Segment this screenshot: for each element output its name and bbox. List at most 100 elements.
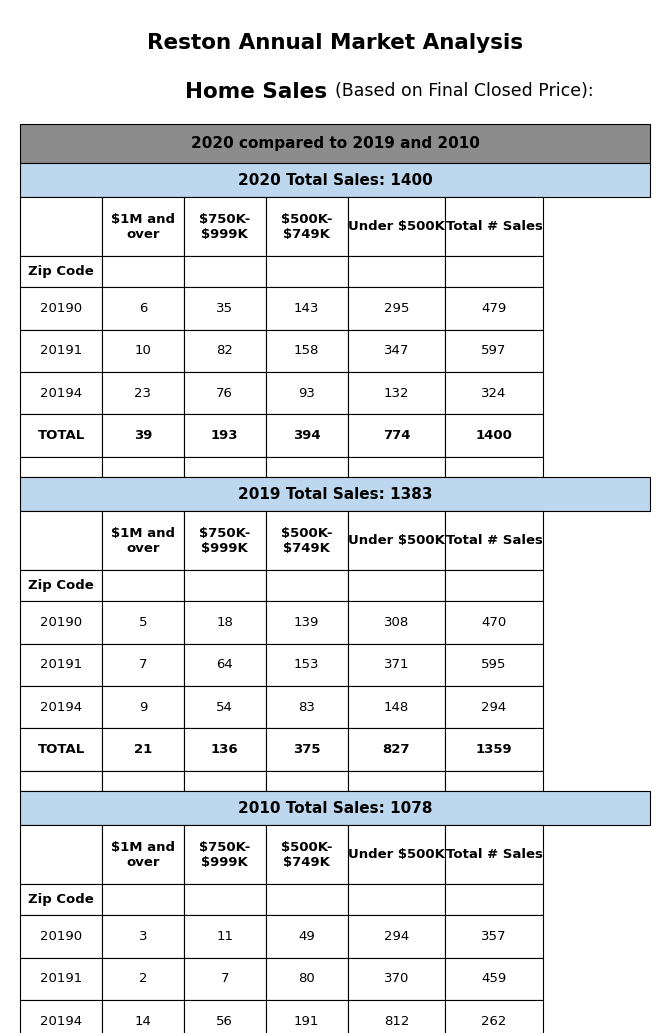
Text: 191: 191 <box>294 1014 320 1028</box>
FancyBboxPatch shape <box>266 457 348 477</box>
Text: 76: 76 <box>216 386 233 400</box>
Text: 11: 11 <box>216 930 233 943</box>
Text: 774: 774 <box>383 429 410 442</box>
FancyBboxPatch shape <box>348 644 445 686</box>
FancyBboxPatch shape <box>445 728 543 771</box>
FancyBboxPatch shape <box>348 915 445 958</box>
Text: 2010 Total Sales: 1078: 2010 Total Sales: 1078 <box>238 801 432 816</box>
Text: 595: 595 <box>481 658 507 671</box>
FancyBboxPatch shape <box>348 728 445 771</box>
Text: 93: 93 <box>298 386 315 400</box>
FancyBboxPatch shape <box>102 511 184 570</box>
FancyBboxPatch shape <box>266 644 348 686</box>
Text: 158: 158 <box>294 344 320 357</box>
FancyBboxPatch shape <box>102 197 184 256</box>
FancyBboxPatch shape <box>445 511 543 570</box>
Text: 1359: 1359 <box>476 743 513 756</box>
Text: 294: 294 <box>482 700 507 714</box>
FancyBboxPatch shape <box>184 457 266 477</box>
Text: 375: 375 <box>293 743 320 756</box>
FancyBboxPatch shape <box>102 771 184 791</box>
FancyBboxPatch shape <box>266 728 348 771</box>
FancyBboxPatch shape <box>184 771 266 791</box>
Text: Reston Annual Market Analysis: Reston Annual Market Analysis <box>147 33 523 53</box>
Text: 2020 Total Sales: 1400: 2020 Total Sales: 1400 <box>238 173 432 188</box>
Text: Zip Code: Zip Code <box>28 265 94 278</box>
FancyBboxPatch shape <box>184 287 266 330</box>
Text: TOTAL: TOTAL <box>38 429 84 442</box>
Text: 20194: 20194 <box>40 1014 82 1028</box>
Text: $500K-
$749K: $500K- $749K <box>281 841 332 869</box>
FancyBboxPatch shape <box>266 884 348 915</box>
FancyBboxPatch shape <box>184 330 266 372</box>
Text: 20190: 20190 <box>40 616 82 629</box>
Text: 143: 143 <box>294 302 320 315</box>
Text: 49: 49 <box>298 930 315 943</box>
Text: 139: 139 <box>294 616 320 629</box>
FancyBboxPatch shape <box>445 570 543 601</box>
FancyBboxPatch shape <box>20 372 102 414</box>
FancyBboxPatch shape <box>348 1000 445 1033</box>
Text: $750K-
$999K: $750K- $999K <box>199 841 251 869</box>
FancyBboxPatch shape <box>184 601 266 644</box>
FancyBboxPatch shape <box>445 372 543 414</box>
Text: 371: 371 <box>384 658 409 671</box>
FancyBboxPatch shape <box>184 915 266 958</box>
Text: 153: 153 <box>294 658 320 671</box>
Text: 295: 295 <box>384 302 409 315</box>
FancyBboxPatch shape <box>102 915 184 958</box>
FancyBboxPatch shape <box>184 884 266 915</box>
Text: $750K-
$999K: $750K- $999K <box>199 213 251 241</box>
FancyBboxPatch shape <box>266 915 348 958</box>
Text: 7: 7 <box>139 658 147 671</box>
FancyBboxPatch shape <box>445 1000 543 1033</box>
FancyBboxPatch shape <box>266 601 348 644</box>
Text: 1400: 1400 <box>476 429 513 442</box>
FancyBboxPatch shape <box>266 197 348 256</box>
Text: 14: 14 <box>135 1014 151 1028</box>
FancyBboxPatch shape <box>20 601 102 644</box>
FancyBboxPatch shape <box>184 958 266 1000</box>
FancyBboxPatch shape <box>102 825 184 884</box>
Text: 21: 21 <box>134 743 152 756</box>
Text: 80: 80 <box>298 972 315 985</box>
Text: 20191: 20191 <box>40 972 82 985</box>
Text: 827: 827 <box>383 743 410 756</box>
Text: $1M and
over: $1M and over <box>111 527 175 555</box>
FancyBboxPatch shape <box>102 414 184 457</box>
FancyBboxPatch shape <box>445 414 543 457</box>
Text: 6: 6 <box>139 302 147 315</box>
FancyBboxPatch shape <box>184 1000 266 1033</box>
FancyBboxPatch shape <box>348 601 445 644</box>
FancyBboxPatch shape <box>102 644 184 686</box>
FancyBboxPatch shape <box>348 372 445 414</box>
Text: 2019 Total Sales: 1383: 2019 Total Sales: 1383 <box>238 487 432 502</box>
Text: TOTAL: TOTAL <box>38 743 84 756</box>
FancyBboxPatch shape <box>184 256 266 287</box>
Text: 2: 2 <box>139 972 147 985</box>
Text: 39: 39 <box>134 429 152 442</box>
Text: 136: 136 <box>211 743 239 756</box>
FancyBboxPatch shape <box>20 791 650 825</box>
FancyBboxPatch shape <box>20 457 102 477</box>
Text: 470: 470 <box>482 616 507 629</box>
FancyBboxPatch shape <box>445 287 543 330</box>
Text: 479: 479 <box>482 302 507 315</box>
Text: 324: 324 <box>481 386 507 400</box>
FancyBboxPatch shape <box>102 570 184 601</box>
FancyBboxPatch shape <box>102 457 184 477</box>
FancyBboxPatch shape <box>348 511 445 570</box>
FancyBboxPatch shape <box>102 958 184 1000</box>
FancyBboxPatch shape <box>20 728 102 771</box>
FancyBboxPatch shape <box>445 256 543 287</box>
FancyBboxPatch shape <box>184 511 266 570</box>
FancyBboxPatch shape <box>348 414 445 457</box>
FancyBboxPatch shape <box>445 884 543 915</box>
Text: 812: 812 <box>384 1014 409 1028</box>
FancyBboxPatch shape <box>20 1000 102 1033</box>
Text: 148: 148 <box>384 700 409 714</box>
Text: 9: 9 <box>139 700 147 714</box>
FancyBboxPatch shape <box>348 330 445 372</box>
FancyBboxPatch shape <box>102 686 184 728</box>
FancyBboxPatch shape <box>348 771 445 791</box>
